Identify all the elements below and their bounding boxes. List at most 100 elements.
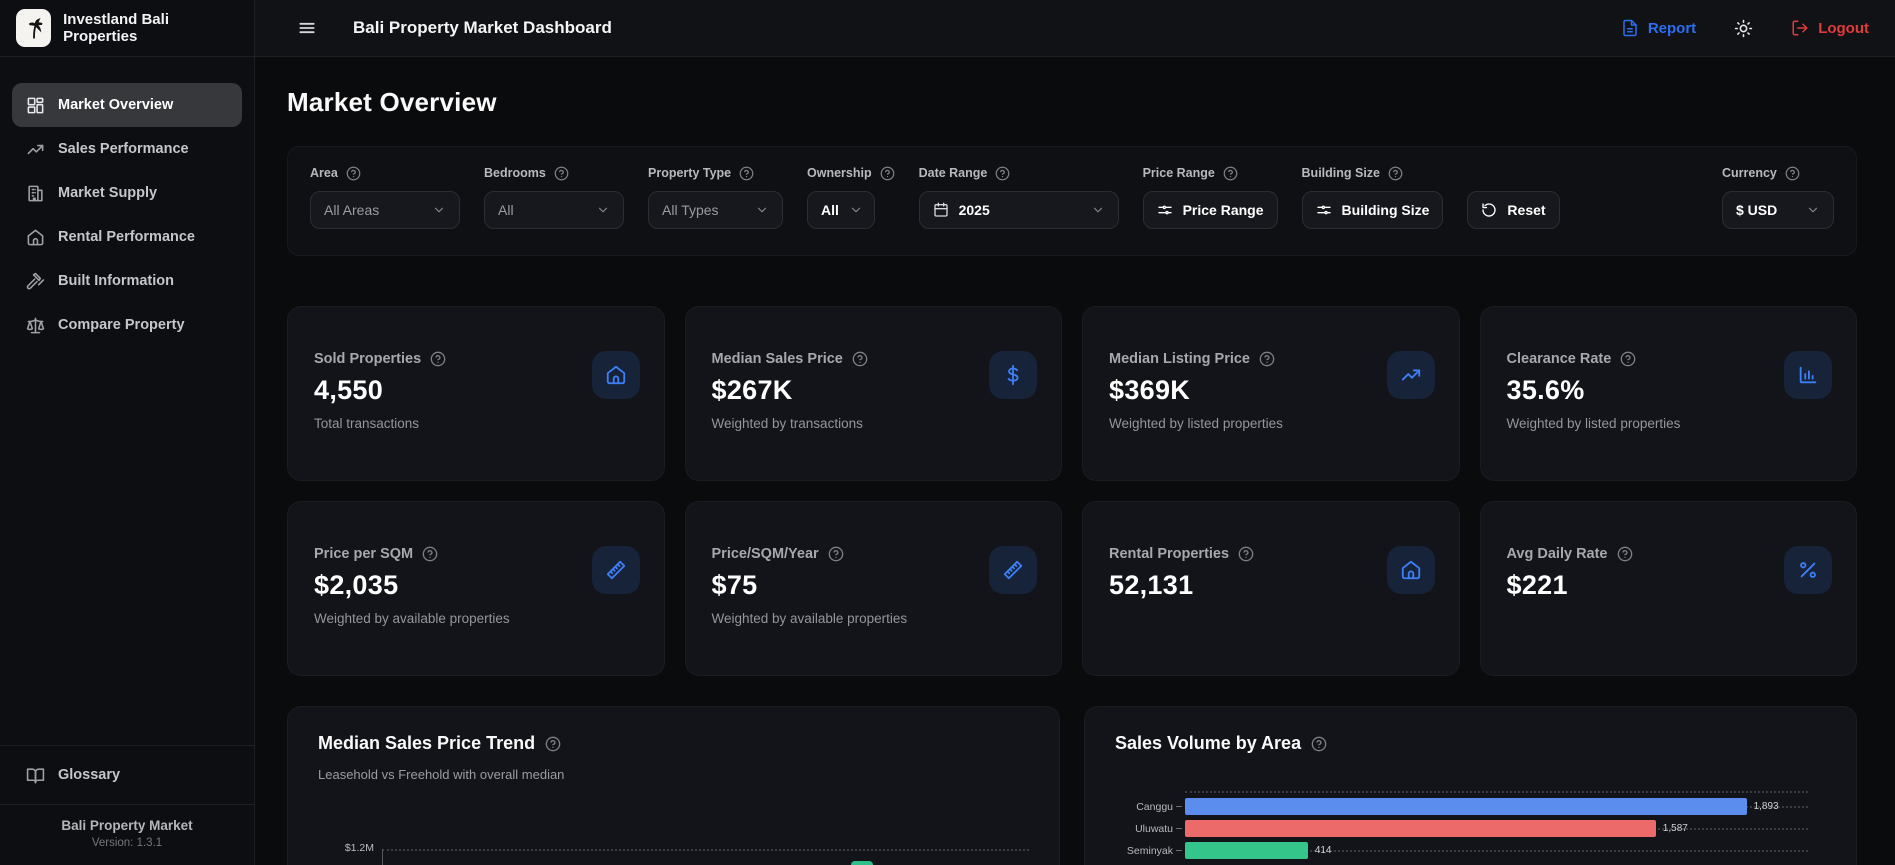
- stat-card-rental-properties: Rental Properties 52,131: [1082, 501, 1460, 676]
- help-icon[interactable]: [1785, 166, 1800, 181]
- help-icon[interactable]: [1617, 546, 1633, 562]
- stat-value: $75: [711, 570, 758, 600]
- chart-title: Median Sales Price Trend: [318, 733, 536, 753]
- sidebar-item-sales-performance[interactable]: Sales Performance: [12, 127, 242, 171]
- property-type-select[interactable]: All Types: [648, 191, 783, 229]
- app-name: Bali Property Market: [61, 818, 193, 833]
- stat-value: 52,131: [1109, 570, 1194, 600]
- file-text-icon: [1621, 19, 1639, 37]
- stats-grid: Sold Properties 4,550 Total transactions…: [287, 306, 1857, 676]
- stat-subtitle: Weighted by available properties: [711, 611, 908, 626]
- sales-volume-chart: Canggu 1,893 Uluwatu 1,587 S: [1115, 791, 1826, 861]
- help-icon[interactable]: [880, 166, 895, 181]
- dotted-gridline: [382, 849, 1029, 851]
- calendar-icon: [933, 202, 949, 218]
- stat-label: Median Sales Price: [711, 351, 843, 367]
- sidebar-item-market-overview[interactable]: Market Overview: [12, 83, 242, 127]
- help-icon[interactable]: [1311, 736, 1327, 752]
- sun-theme-toggle-icon[interactable]: [1734, 19, 1753, 38]
- property-type-label: Property Type: [648, 166, 732, 180]
- stat-value: $267K: [711, 375, 793, 405]
- palm-house-logo-icon: [16, 9, 52, 47]
- sidebar-item-rental-performance[interactable]: Rental Performance: [12, 215, 242, 259]
- bar-row-seminyak: Seminyak 414: [1115, 840, 1826, 861]
- trending-up-icon: [26, 140, 45, 159]
- page-title: Market Overview: [287, 87, 497, 117]
- scale-icon: [26, 316, 45, 335]
- stat-subtitle: Weighted by listed properties: [1109, 416, 1283, 431]
- sidebar-item-label: Compare Property: [58, 317, 185, 333]
- chevron-down-icon: [849, 203, 863, 217]
- sidebar-item-market-supply[interactable]: Market Supply: [12, 171, 242, 215]
- top-header: Bali Property Market Dashboard Report Lo…: [255, 0, 1895, 57]
- header-title: Bali Property Market Dashboard: [353, 18, 612, 37]
- chevron-down-icon: [755, 203, 769, 217]
- reset-button-label: Reset: [1507, 202, 1546, 218]
- sidebar-item-label: Rental Performance: [58, 229, 195, 245]
- help-icon[interactable]: [1259, 351, 1275, 367]
- sales-volume-by-area-card: Sales Volume by Area Canggu 1,893 Uluwat…: [1084, 706, 1857, 865]
- help-icon[interactable]: [995, 166, 1010, 181]
- bar-seminyak[interactable]: [1185, 842, 1308, 859]
- chart-subtitle: Leasehold vs Freehold with overall media…: [318, 767, 565, 782]
- bar-category-label: Canggu: [1136, 800, 1173, 813]
- chevron-down-icon: [1091, 203, 1105, 217]
- sidebar-item-label: Built Information: [58, 273, 174, 289]
- axis-tick: [1176, 806, 1182, 807]
- hamburger-menu-icon[interactable]: [297, 18, 317, 38]
- bedrooms-select[interactable]: All: [484, 191, 624, 229]
- area-select[interactable]: All Areas: [310, 191, 460, 229]
- help-icon[interactable]: [422, 546, 438, 562]
- help-icon[interactable]: [545, 736, 561, 752]
- sidebar-item-compare-property[interactable]: Compare Property: [12, 303, 242, 347]
- home-icon: [1386, 546, 1435, 594]
- ownership-select[interactable]: All: [807, 191, 875, 229]
- trend-bar-segment[interactable]: [851, 861, 873, 865]
- grid-icon: [26, 96, 45, 115]
- help-icon[interactable]: [430, 351, 446, 367]
- bar-canggu[interactable]: [1185, 798, 1747, 815]
- help-icon[interactable]: [1388, 166, 1403, 181]
- help-icon[interactable]: [1620, 351, 1636, 367]
- ownership-value: All: [821, 202, 839, 218]
- median-sales-price-trend-card: Median Sales Price Trend Leasehold vs Fr…: [287, 706, 1060, 865]
- stat-value: 4,550: [314, 375, 384, 405]
- help-icon[interactable]: [1238, 546, 1254, 562]
- filter-area: Area All Areas: [310, 165, 460, 229]
- sidebar-footer: Bali Property Market Version: 1.3.1: [0, 804, 254, 865]
- stat-label: Rental Properties: [1109, 546, 1230, 562]
- date-range-select[interactable]: 2025: [918, 191, 1119, 229]
- charts-row: Median Sales Price Trend Leasehold vs Fr…: [287, 706, 1857, 865]
- reset-button[interactable]: Reset: [1467, 191, 1560, 229]
- currency-select[interactable]: $ USD: [1722, 191, 1834, 229]
- building-size-button[interactable]: Building Size: [1301, 191, 1444, 229]
- sidebar-bottom: Glossary Bali Property Market Version: 1…: [0, 745, 254, 865]
- logout-button[interactable]: Logout: [1791, 19, 1869, 37]
- help-icon[interactable]: [1223, 166, 1238, 181]
- help-icon[interactable]: [852, 351, 868, 367]
- ruler-icon: [989, 546, 1037, 594]
- bedrooms-value: All: [498, 202, 514, 218]
- help-icon[interactable]: [739, 166, 754, 181]
- price-range-button[interactable]: Price Range: [1142, 191, 1278, 229]
- stat-value: $2,035: [314, 570, 399, 600]
- y-axis-tick-label: $1.2M: [344, 842, 374, 854]
- help-icon[interactable]: [828, 546, 844, 562]
- bar-track: 1,587: [1185, 818, 1808, 839]
- bar-value-label: 414: [1314, 845, 1332, 856]
- book-open-icon: [26, 766, 45, 785]
- report-button[interactable]: Report: [1621, 19, 1696, 37]
- sidebar-nav: Market Overview Sales Performance Market…: [0, 83, 254, 745]
- sliders-icon: [1316, 202, 1332, 218]
- help-icon[interactable]: [554, 166, 569, 181]
- axis-tick: [1176, 850, 1182, 851]
- bar-uluwatu[interactable]: [1185, 820, 1656, 837]
- chevron-down-icon: [596, 203, 610, 217]
- bar-value-label: 1,587: [1662, 823, 1688, 834]
- area-value: All Areas: [324, 202, 380, 218]
- sidebar-item-built-information[interactable]: Built Information: [12, 259, 242, 303]
- main-content: Market Overview Area All Areas Bedrooms …: [255, 57, 1895, 865]
- help-icon[interactable]: [346, 166, 361, 181]
- bedrooms-label: Bedrooms: [484, 166, 546, 180]
- sidebar-item-glossary[interactable]: Glossary: [12, 753, 242, 797]
